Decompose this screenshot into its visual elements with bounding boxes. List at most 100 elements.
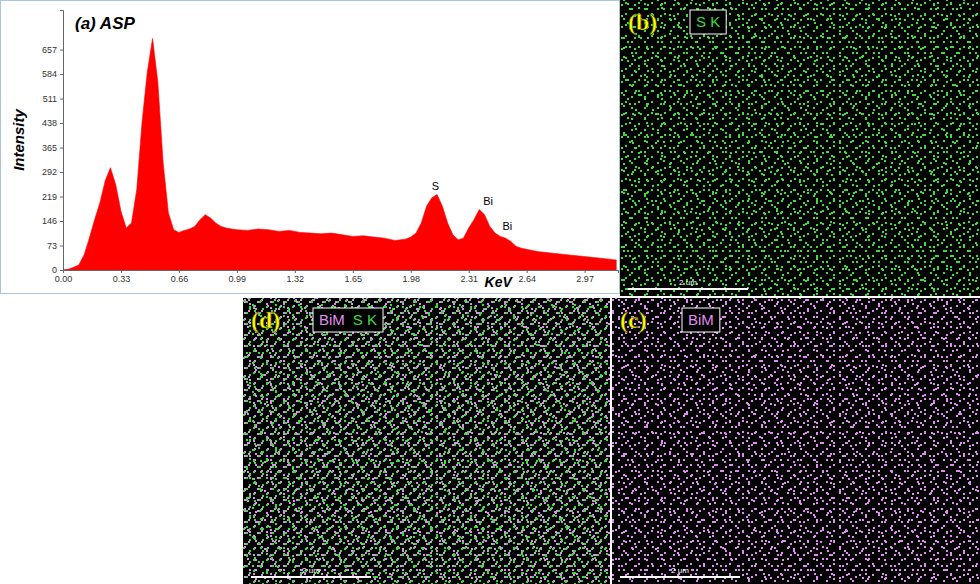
y-tick-mark [60,74,63,75]
x-tick-mark [585,270,586,273]
y-tick-mark [60,50,63,51]
x-tick-label: 2.64 [518,274,536,284]
y-tick-label: 73 [47,241,57,251]
y-tick-label: 584 [42,69,57,79]
x-tick: 0.99 [229,270,247,284]
scale-bar [251,576,371,578]
y-tick: 73 [47,241,63,251]
map-texture [243,298,610,584]
y-tick-mark [60,148,63,149]
peak-label: Bi [483,195,493,207]
legend-box [690,10,726,34]
map-texture [612,298,980,584]
x-tick-mark [237,270,238,273]
x-tick: 2.97 [576,270,594,284]
x-tick: 2.31 [460,270,478,284]
y-tick-mark [60,123,63,124]
y-tick: 438 [42,118,63,128]
y-tick: 511 [43,94,63,104]
panel-frame [1,1,620,294]
y-tick: 365 [42,143,63,153]
element-dots [612,298,980,584]
x-tick-label: 0.33 [113,274,131,284]
y-tick: 219 [42,192,63,202]
element-dots [243,298,610,584]
y-tick-mark [60,246,63,247]
chart-title: (a) ASP [75,14,135,33]
y-tick-mark [60,172,63,173]
x-tick: 0.33 [113,270,131,284]
legend-label: BiM [319,311,345,328]
x-tick: 2.64 [518,270,536,284]
x-tick: 1.65 [345,270,363,284]
spectrum-area [63,39,616,270]
x-axis: 0.00 0.33 0.66 0.99 1.32 1.65 1.98 2.31 2.64 2.97 [55,270,619,284]
element-dots [620,0,980,296]
map-panel: (d)BiMS K2 um [243,298,610,584]
element-dots [243,298,610,584]
scale-bar-label: 2 um [671,566,689,575]
x-tick-mark [295,270,296,273]
x-tick-mark [353,270,354,273]
map-background [243,298,610,584]
element-dots [243,298,610,584]
y-tick-mark [60,270,63,271]
x-tick-mark [121,270,122,273]
legend-label: S K [696,13,720,30]
x-tick-label: 1.65 [345,274,363,284]
x-tick-label: 2.31 [460,274,478,284]
x-tick-label: 0.99 [229,274,247,284]
scale-bar [620,576,740,578]
y-tick-label: 365 [42,143,57,153]
peak-label: S [432,180,439,192]
x-tick-label: 0.00 [55,274,73,284]
y-tick: 584 [42,69,63,79]
legend-box [313,308,383,332]
x-tick-label: 2.97 [576,274,594,284]
y-tick: 0 [52,265,63,275]
plot-marks [63,39,616,270]
x-tick-mark [179,270,180,273]
y-tick-label: 0 [52,265,57,275]
x-axis-line [64,271,619,274]
y-tick: 657 [42,45,63,55]
scale-bar [628,288,748,290]
panel-letter: (b) [628,9,657,35]
panel-letter: (c) [620,307,647,333]
x-tick: 1.32 [287,270,305,284]
x-tick-label: 1.32 [287,274,305,284]
y-tick: 292 [42,167,63,177]
y-axis-title: Intensity [10,109,27,171]
map-panel: (c) BiM 2 um [612,298,980,584]
panel-letter: (d) [251,307,280,333]
y-tick-label: 438 [42,118,57,128]
element-dots [620,0,980,296]
scale-bar-label: 2 um [679,278,697,287]
y-tick-label: 657 [42,45,57,55]
y-axis: 0 73 146 219 292 365 438 511 584 657 [42,11,64,276]
element-dots [612,298,980,584]
x-tick: 0.00 [55,270,73,284]
x-tick: 0.66 [171,270,189,284]
x-tick-mark [411,270,412,273]
y-tick-mark [60,221,63,222]
y-tick-label: 146 [42,216,57,226]
element-dots [620,0,980,296]
figure: 0.00 0.33 0.66 0.99 1.32 1.65 1.98 2.31 2.64 2.97… [0,0,980,584]
map-background [620,0,980,296]
y-tick-mark [60,197,63,198]
x-tick-mark [527,270,528,273]
y-tick-label: 511 [43,94,57,104]
x-tick-label: 1.98 [402,274,420,284]
x-axis-title: KeV [485,274,514,290]
legend-label: BiM [688,311,714,328]
scale-bar-label: 2 um [302,566,320,575]
peak-label: Bi [502,220,512,232]
map-background [612,298,980,584]
x-tick: 1.98 [402,270,420,284]
map-panel: (b) S K 2 um [620,0,980,296]
y-tick-mark [60,99,63,100]
map-texture [620,0,980,296]
element-dots [243,298,610,584]
y-tick: 146 [42,216,63,226]
